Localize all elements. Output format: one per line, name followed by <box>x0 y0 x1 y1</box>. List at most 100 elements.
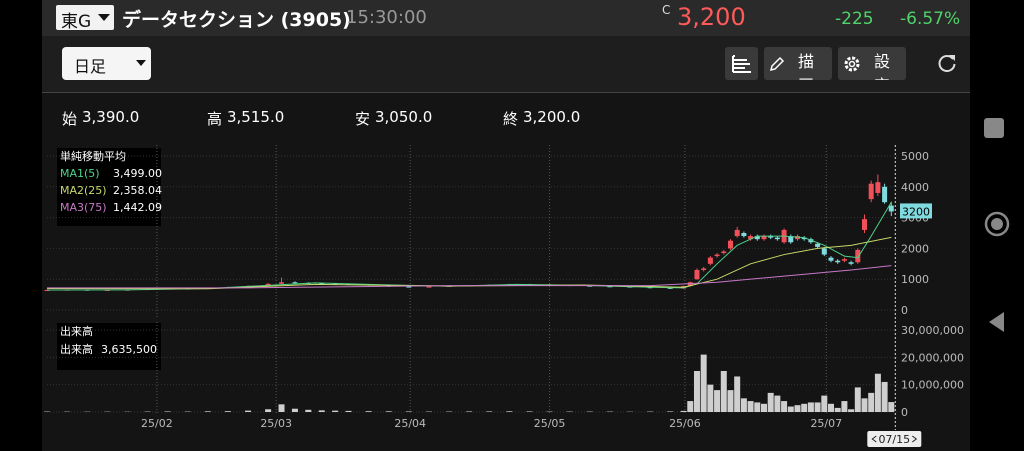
ma-line <box>47 237 891 288</box>
volume-bar <box>788 407 794 412</box>
volume-bar <box>265 409 271 412</box>
y-tick-label: 0 <box>901 304 908 317</box>
volume-bar <box>332 411 338 412</box>
ma-line <box>47 202 891 290</box>
volume-bar <box>319 410 325 412</box>
volume-bar <box>727 390 733 412</box>
candle-body <box>292 282 297 283</box>
y-tick-label: 30,000,000 <box>901 324 964 337</box>
nav-recents[interactable] <box>984 118 1004 138</box>
volume-bar <box>305 410 311 412</box>
x-tick-label: 25/07 <box>810 417 842 430</box>
volume-bar <box>667 411 673 412</box>
candle-body <box>828 258 833 261</box>
candle-body <box>735 230 740 236</box>
candle-body <box>815 244 820 247</box>
volume-bar <box>848 409 854 412</box>
volume-bar <box>694 371 700 412</box>
price-tag: 3200 <box>902 205 930 218</box>
candle-body <box>279 282 284 284</box>
volume-bar <box>486 411 492 412</box>
y-tick-label: 4000 <box>901 181 929 194</box>
volume-bar <box>868 393 874 412</box>
candle-body <box>426 287 431 288</box>
x-tick-label: 25/03 <box>260 417 292 430</box>
candle-body <box>715 255 720 257</box>
volume-bar <box>861 398 867 412</box>
volume-bar <box>721 371 727 412</box>
volume-bar <box>346 411 352 412</box>
volume-bar <box>781 401 787 412</box>
volume-bar <box>808 402 814 412</box>
volume-bar <box>386 411 392 412</box>
volume-bar <box>205 411 211 412</box>
volume-bar <box>754 402 760 412</box>
volume-bar <box>406 411 412 412</box>
cursor-label: 07/15 <box>878 433 910 446</box>
x-tick-label: 25/05 <box>534 417 566 430</box>
legend-value: 2,358.04 <box>113 184 162 197</box>
y-tick-label: 1000 <box>901 273 929 286</box>
candle-body <box>775 238 780 240</box>
volume-bar <box>165 411 171 412</box>
volume-bar <box>768 393 774 412</box>
volume-bar <box>815 402 821 412</box>
y-tick-label: 2000 <box>901 242 929 255</box>
volume-bar <box>714 390 720 412</box>
x-tick-label: 25/04 <box>394 417 426 430</box>
legend-name: MA2(25) <box>60 184 107 197</box>
volume-legend-label: 出来高 <box>60 342 93 356</box>
candle-body <box>701 268 706 270</box>
volume-bar <box>875 374 881 412</box>
volume-legend-title: 出来高 <box>60 324 93 338</box>
volume-bar <box>841 401 847 412</box>
volume-bar <box>761 404 767 412</box>
volume-bar <box>245 411 251 412</box>
candle-body <box>875 182 880 193</box>
legend-name: MA1(5) <box>60 167 100 180</box>
volume-bar <box>835 408 841 412</box>
legend-name: MA3(75) <box>60 201 107 214</box>
volume-bar <box>734 376 740 412</box>
volume-bar <box>292 409 298 412</box>
volume-bar <box>466 411 472 412</box>
volume-bar <box>882 382 888 412</box>
candle-body <box>842 259 847 261</box>
candle-body <box>855 250 860 262</box>
volume-bar <box>526 411 532 412</box>
candle-body <box>741 233 746 236</box>
candle-body <box>728 241 733 249</box>
legend-title: 単純移動平均 <box>60 149 126 163</box>
candle-body <box>835 261 840 263</box>
candle-body <box>869 184 874 199</box>
candle-body <box>822 248 827 254</box>
volume-bar <box>279 404 285 412</box>
candle-body <box>882 187 887 202</box>
volume-bar <box>801 404 807 412</box>
x-tick-label: 25/02 <box>141 417 173 430</box>
x-tick-label: 25/06 <box>669 417 701 430</box>
volume-bar <box>707 385 713 412</box>
candle-body <box>708 258 713 264</box>
volume-bar <box>821 396 827 412</box>
candle-body <box>406 287 411 288</box>
y-tick-label: 5000 <box>901 150 929 163</box>
volume-bar <box>888 402 894 412</box>
volume-bar <box>828 404 834 412</box>
candle-body <box>849 262 854 264</box>
volume-bar <box>366 411 372 412</box>
volume-bar <box>687 401 693 412</box>
y-tick-label: 20,000,000 <box>901 351 964 364</box>
nav-back[interactable] <box>989 312 1004 332</box>
candle-body <box>694 270 699 279</box>
volume-bar <box>855 387 861 412</box>
legend-value: 3,499.00 <box>113 167 162 180</box>
volume-bar <box>506 411 512 412</box>
ma-line <box>47 266 891 288</box>
volume-bar <box>774 396 780 412</box>
candle-body <box>721 251 726 253</box>
candle-body <box>889 206 894 212</box>
y-tick-label: 0 <box>901 406 908 419</box>
